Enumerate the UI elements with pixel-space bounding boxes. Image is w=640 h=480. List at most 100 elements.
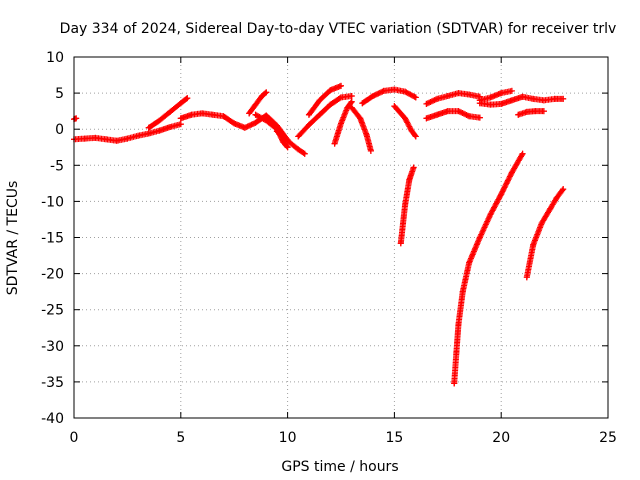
data-point <box>284 137 291 144</box>
data-point <box>280 139 287 146</box>
data-point <box>231 120 238 127</box>
data-point <box>551 95 558 102</box>
data-point <box>466 91 473 98</box>
y-tick-label: -5 <box>50 158 64 174</box>
series-arc-6 <box>252 111 291 151</box>
series-arc-3 <box>145 95 191 131</box>
data-point <box>338 94 344 101</box>
data-point <box>391 103 398 110</box>
data-point <box>547 205 554 212</box>
data-point <box>455 321 462 328</box>
data-point <box>444 108 451 115</box>
series-arc-20 <box>515 108 547 118</box>
data-point <box>370 92 377 99</box>
data-point <box>113 137 120 144</box>
y-tick-label: -10 <box>41 194 64 210</box>
data-point <box>92 134 99 141</box>
data-point <box>532 108 539 115</box>
series-arc-9 <box>305 82 344 118</box>
y-tick-label: 10 <box>46 50 64 66</box>
data-point <box>252 101 259 108</box>
data-point <box>367 147 374 154</box>
x-tick-label: 0 <box>70 430 79 446</box>
data-point <box>295 146 302 153</box>
data-point <box>391 86 398 93</box>
data-point <box>498 90 505 97</box>
data-point <box>487 101 494 108</box>
series-arc-8 <box>295 92 355 140</box>
data-point <box>434 111 441 118</box>
series-arc-1 <box>71 121 184 144</box>
data-point <box>167 108 174 115</box>
data-point <box>348 98 355 105</box>
x-tick-label: 20 <box>492 430 510 446</box>
data-point <box>327 87 334 94</box>
series-arc-21 <box>523 186 567 281</box>
data-point <box>459 288 466 295</box>
data-point <box>408 127 415 134</box>
data-point <box>177 100 184 107</box>
data-point <box>476 114 483 121</box>
data-point <box>423 100 430 107</box>
y-tick-label: -20 <box>41 267 64 283</box>
y-tick-label: -40 <box>41 411 64 427</box>
data-point <box>184 95 191 102</box>
data-point <box>145 130 152 137</box>
y-tick-label: -30 <box>41 339 64 355</box>
data-point <box>103 136 110 143</box>
series-arc-16 <box>423 108 483 122</box>
data-point <box>519 150 526 157</box>
series-arc-19 <box>476 93 567 108</box>
y-tick-label: -35 <box>41 375 64 391</box>
data-points <box>71 82 567 387</box>
data-point <box>380 87 387 94</box>
data-point <box>273 128 280 135</box>
data-point <box>423 115 430 122</box>
x-axis-label: GPS time / hours <box>281 459 398 475</box>
data-point <box>338 82 344 89</box>
x-tick-label: 5 <box>176 430 185 446</box>
series-arc-17 <box>451 150 526 387</box>
data-point <box>476 100 483 107</box>
data-point <box>515 111 522 118</box>
marker-trace <box>252 111 291 151</box>
data-point <box>188 111 195 118</box>
data-point <box>402 115 409 122</box>
data-point <box>338 120 344 127</box>
data-point <box>519 93 526 100</box>
data-point <box>508 97 515 104</box>
data-point <box>560 186 567 193</box>
y-tick-label: 5 <box>55 86 64 102</box>
data-point <box>359 100 366 107</box>
marker-trace <box>423 90 483 107</box>
data-point <box>402 88 409 95</box>
data-point <box>553 194 560 201</box>
data-point <box>241 124 248 131</box>
series-arc-18 <box>476 87 515 104</box>
data-point <box>412 94 419 101</box>
data-point <box>357 115 364 122</box>
data-point <box>453 350 460 357</box>
data-point <box>530 95 537 102</box>
data-point <box>316 111 323 118</box>
data-point <box>156 117 163 124</box>
data-point <box>466 259 473 266</box>
data-point <box>284 144 291 151</box>
data-point <box>540 97 547 104</box>
data-point <box>523 108 530 115</box>
data-point <box>455 108 462 115</box>
data-point <box>451 380 458 387</box>
x-tick-label: 10 <box>279 430 297 446</box>
data-point <box>406 176 413 183</box>
data-point <box>538 220 545 227</box>
series-arc-13 <box>391 103 419 140</box>
series-arc-11 <box>348 104 374 154</box>
data-point <box>397 240 404 247</box>
tick-labels: 0 5 10 15 20 25 -40 -35 -30 -25 -20 -15 -10 -5 0 5 10 <box>41 50 617 446</box>
marker-trace <box>523 186 567 281</box>
data-point <box>455 90 462 97</box>
data-point <box>508 87 515 94</box>
data-point <box>331 140 338 147</box>
data-point <box>530 241 537 248</box>
